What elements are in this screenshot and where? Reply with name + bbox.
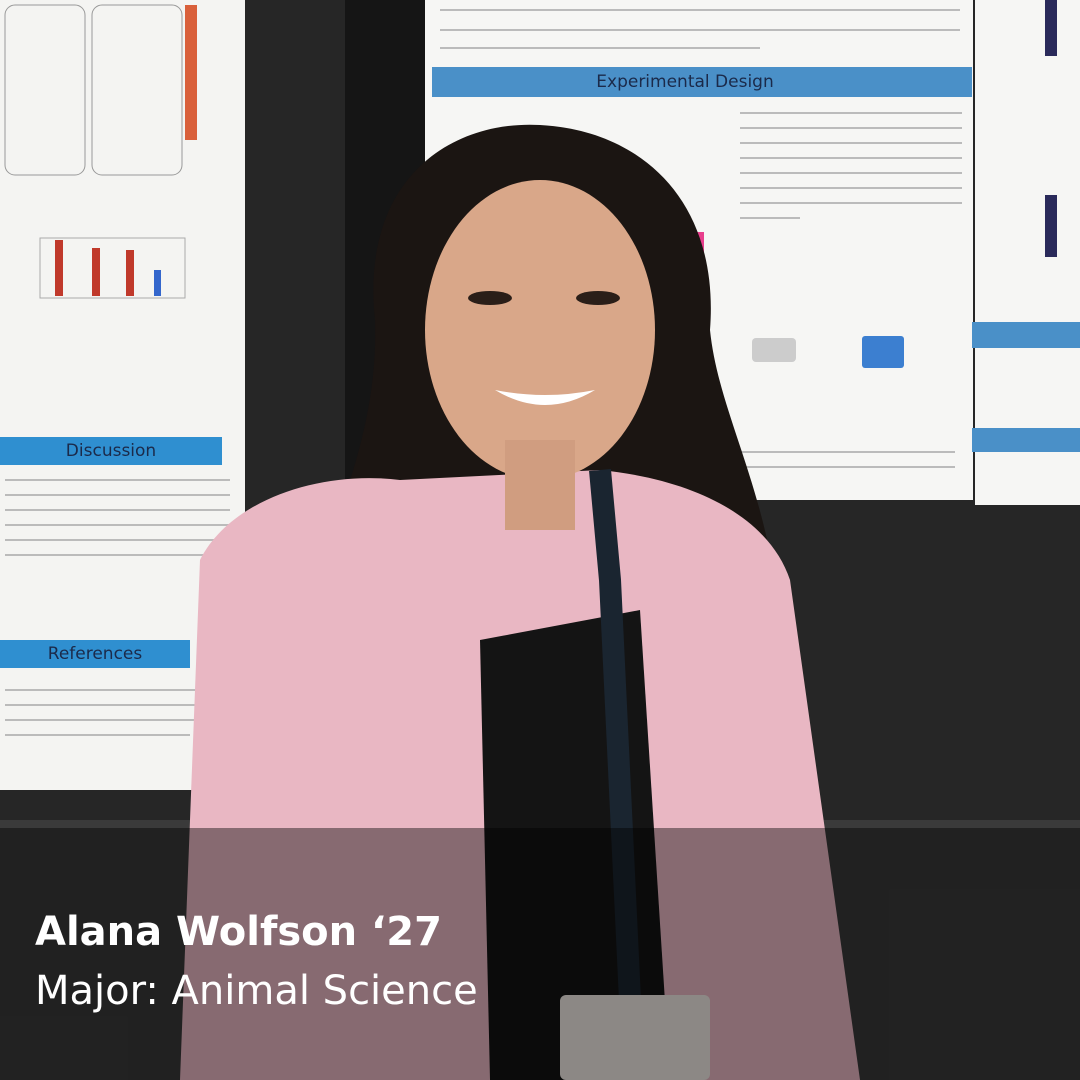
poster-chart-bar <box>1045 0 1057 56</box>
poster-colorbar <box>185 5 197 140</box>
poster-heading: References <box>48 644 143 664</box>
neck <box>505 440 575 530</box>
caption-name: Alana Wolfson ‘27 <box>35 909 442 955</box>
eye <box>576 291 620 305</box>
poster-section-bar <box>432 67 972 97</box>
poster-chart-bar <box>1045 195 1057 257</box>
poster-chart-bar <box>126 250 134 296</box>
poster-section-bar <box>972 428 1080 452</box>
poster-chart-bar <box>55 240 63 296</box>
poster-text-lines <box>440 9 962 468</box>
eye <box>468 291 512 305</box>
caption-band <box>0 828 1080 1080</box>
poster-icon <box>752 338 796 362</box>
poster-heading: Experimental Design <box>596 72 773 92</box>
poster-section-bar <box>972 322 1080 348</box>
poster-chart <box>39 237 186 299</box>
poster-far-right <box>975 0 1080 505</box>
poster-section-bar <box>0 640 190 668</box>
lanyard <box>589 469 641 1001</box>
face <box>425 180 655 480</box>
poster-figure <box>4 4 86 176</box>
smile <box>495 390 595 405</box>
poster-section-bar <box>0 437 222 465</box>
poster-figure <box>91 4 183 176</box>
caption-detail: Major: Animal Science <box>35 968 478 1014</box>
poster-heading: Discussion <box>66 441 156 461</box>
badge <box>560 995 710 1080</box>
poster-chart-bar <box>92 248 100 296</box>
poster-text-lines <box>5 479 230 736</box>
poster-icon <box>862 336 904 368</box>
poster-chart-bar <box>154 270 161 296</box>
